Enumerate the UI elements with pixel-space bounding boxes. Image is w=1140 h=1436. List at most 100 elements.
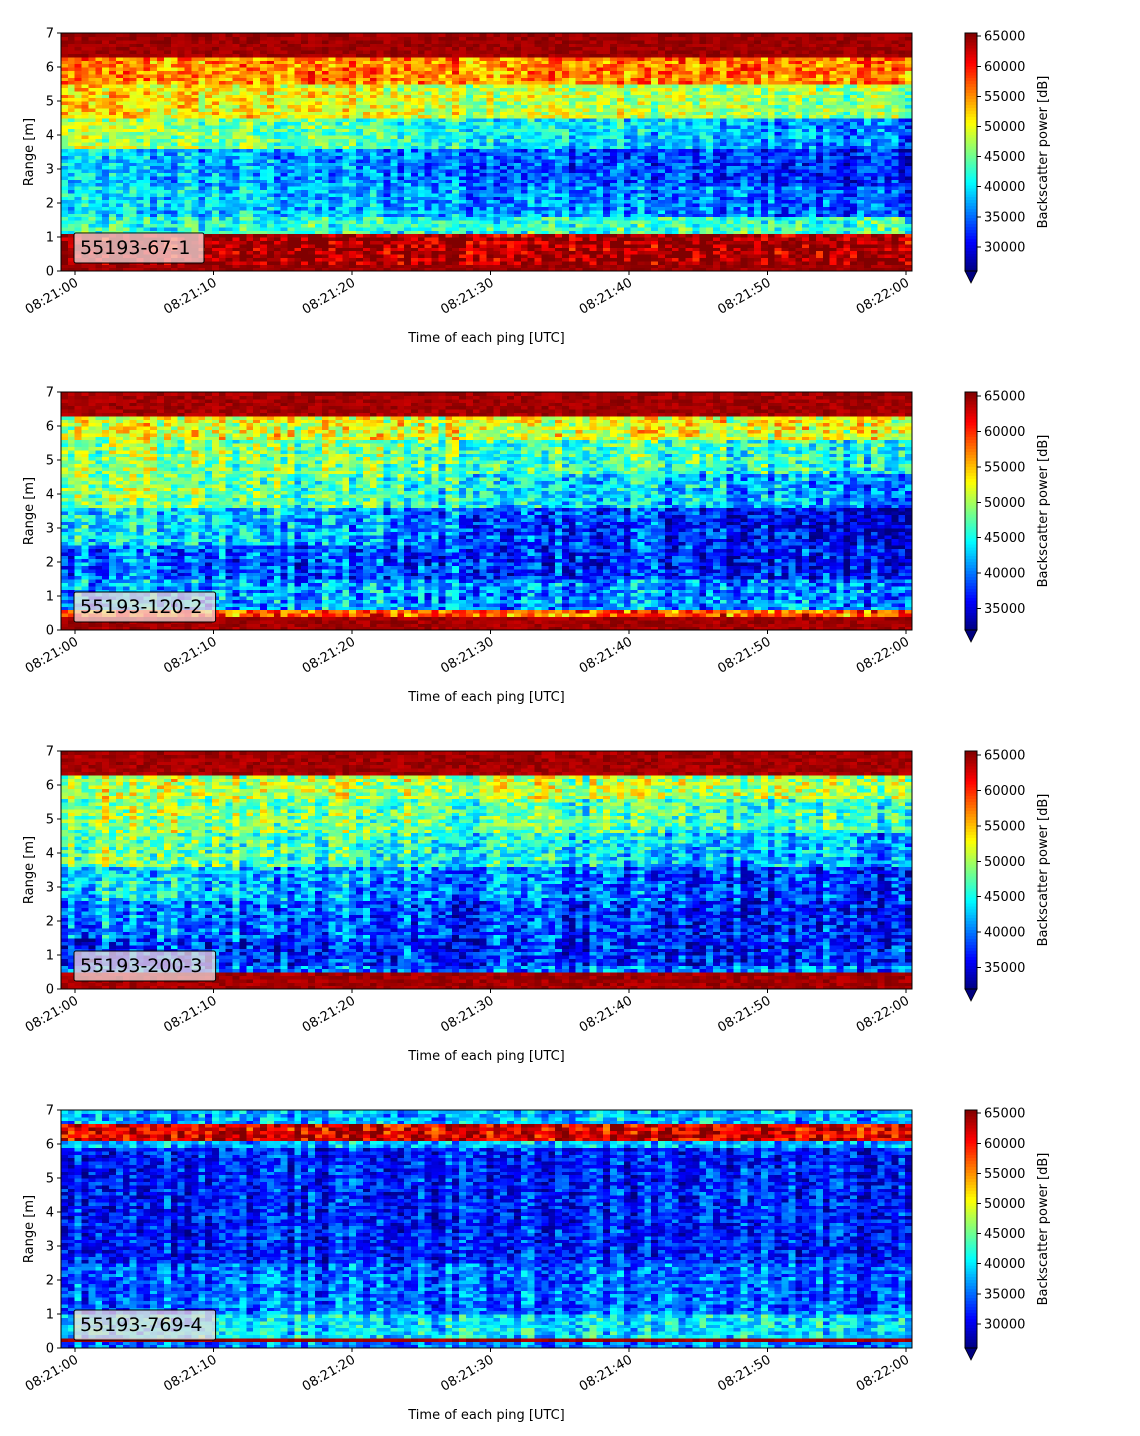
y-tick-label: 0: [46, 1342, 54, 1357]
colorbar-segment: [965, 33, 977, 37]
x-tick-label: 08:21:00: [23, 634, 81, 676]
colorbar-tick-label: 40000: [984, 180, 1025, 195]
x-tick-label: 08:21:00: [23, 993, 81, 1035]
x-tick-label: 08:21:40: [577, 1352, 635, 1394]
x-tick-label: 08:21:00: [23, 1352, 81, 1394]
colorbar: 35000400004500050000550006000065000Backs…: [965, 748, 1051, 1001]
colorbar-tick-label: 55000: [984, 819, 1025, 834]
x-tick-label: 08:21:10: [161, 275, 219, 317]
y-axis-label: Range [m]: [22, 1195, 37, 1263]
x-tick-label: 08:21:40: [577, 634, 635, 676]
colorbar-extend-arrow: [965, 989, 977, 1001]
y-tick-label: 2: [46, 197, 54, 212]
colorbar-tick-label: 65000: [984, 748, 1025, 763]
y-tick-label: 3: [46, 522, 54, 537]
colorbar-tick-label: 35000: [984, 961, 1025, 976]
colorbar-tick-label: 60000: [984, 425, 1025, 440]
colorbar: 35000400004500050000550006000065000Backs…: [965, 389, 1051, 642]
x-tick-label: 08:21:40: [577, 275, 635, 317]
colorbar-tick-label: 45000: [984, 890, 1025, 905]
y-axis-label: Range [m]: [22, 477, 37, 545]
y-tick-label: 6: [46, 779, 54, 794]
subplot-label-text: 55193-200-3: [80, 955, 203, 977]
colorbar-tick-label: 65000: [984, 30, 1025, 45]
x-axis-label: Time of each ping [UTC]: [407, 1408, 565, 1423]
colorbar-tick-label: 35000: [984, 210, 1025, 225]
y-tick-label: 4: [46, 847, 54, 862]
x-tick-label: 08:21:50: [715, 1352, 773, 1394]
y-tick-label: 3: [46, 1240, 54, 1255]
colorbar-tick-label: 50000: [984, 1197, 1025, 1212]
y-tick-label: 2: [46, 556, 54, 571]
x-tick-label: 08:21:50: [715, 275, 773, 317]
colorbar-segment: [965, 392, 977, 396]
colorbar-segment: [965, 1110, 977, 1114]
y-tick-label: 7: [46, 27, 54, 42]
colorbar-tick-label: 60000: [984, 60, 1025, 75]
x-axis-label: Time of each ping [UTC]: [407, 331, 565, 346]
y-axis-label: Range [m]: [22, 836, 37, 904]
subplot-label-text: 55193-120-2: [80, 596, 203, 618]
x-tick-label: 08:21:20: [300, 634, 358, 676]
y-tick-label: 1: [46, 949, 54, 964]
subplot-label-text: 55193-769-4: [80, 1314, 203, 1336]
colorbar-label: Backscatter power [dB]: [1036, 76, 1051, 229]
y-tick-label: 5: [46, 813, 54, 828]
colorbar-extend-arrow: [965, 630, 977, 642]
colorbar-tick-label: 30000: [984, 1317, 1025, 1332]
colorbar-tick-label: 45000: [984, 150, 1025, 165]
x-tick-label: 08:21:20: [300, 993, 358, 1035]
y-tick-label: 6: [46, 420, 54, 435]
colorbar-tick-label: 55000: [984, 1167, 1025, 1182]
y-tick-label: 4: [46, 488, 54, 503]
colorbar-tick-label: 65000: [984, 389, 1025, 404]
colorbar-label: Backscatter power [dB]: [1036, 435, 1051, 588]
y-tick-label: 1: [46, 1308, 54, 1323]
x-tick-label: 08:21:20: [300, 275, 358, 317]
colorbar-tick-label: 65000: [984, 1107, 1025, 1122]
colorbar-extend-arrow: [965, 271, 977, 283]
x-tick-label: 08:21:30: [438, 993, 496, 1035]
x-tick-label: 08:22:00: [854, 275, 912, 317]
colorbar-tick-label: 45000: [984, 1227, 1025, 1242]
y-tick-label: 4: [46, 129, 54, 144]
colorbar-tick-label: 55000: [984, 90, 1025, 105]
y-tick-label: 3: [46, 881, 54, 896]
y-tick-label: 7: [46, 386, 54, 401]
x-tick-label: 08:21:30: [438, 1352, 496, 1394]
colorbar: 3000035000400004500050000550006000065000…: [965, 30, 1051, 283]
colorbar-tick-label: 35000: [984, 602, 1025, 617]
colorbar-label: Backscatter power [dB]: [1036, 794, 1051, 947]
y-tick-label: 4: [46, 1206, 54, 1221]
y-tick-label: 0: [46, 624, 54, 639]
colorbar-tick-label: 50000: [984, 496, 1025, 511]
y-tick-label: 1: [46, 590, 54, 605]
x-tick-label: 08:21:00: [23, 275, 81, 317]
x-tick-label: 08:22:00: [854, 993, 912, 1035]
x-axis: 08:21:00 08:21:10 08:21:20 08:21:30 08:21:40…: [23, 989, 912, 1064]
y-tick-label: 1: [46, 231, 54, 246]
x-tick-label: 08:21:40: [577, 993, 635, 1035]
colorbar-tick-label: 40000: [984, 1257, 1025, 1272]
y-tick-label: 7: [46, 1104, 54, 1119]
colorbar: 3000035000400004500050000550006000065000…: [965, 1107, 1051, 1360]
x-tick-label: 08:22:00: [854, 1352, 912, 1394]
colorbar-tick-label: 60000: [984, 784, 1025, 799]
x-tick-label: 08:21:10: [161, 1352, 219, 1394]
subplot-label: 55193-769-4: [74, 1310, 216, 1340]
x-axis: 08:21:00 08:21:10 08:21:20 08:21:30 08:21:40…: [23, 271, 912, 346]
x-tick-label: 08:21:50: [715, 993, 773, 1035]
subplot-label: 55193-120-2: [74, 592, 216, 622]
colorbar-tick-label: 45000: [984, 531, 1025, 546]
x-axis: 08:21:00 08:21:10 08:21:20 08:21:30 08:21:40…: [23, 1348, 912, 1423]
y-tick-label: 2: [46, 1274, 54, 1289]
y-tick-label: 6: [46, 61, 54, 76]
colorbar-tick-label: 60000: [984, 1137, 1025, 1152]
x-tick-label: 08:21:50: [715, 634, 773, 676]
y-tick-label: 5: [46, 454, 54, 469]
y-tick-label: 5: [46, 95, 54, 110]
